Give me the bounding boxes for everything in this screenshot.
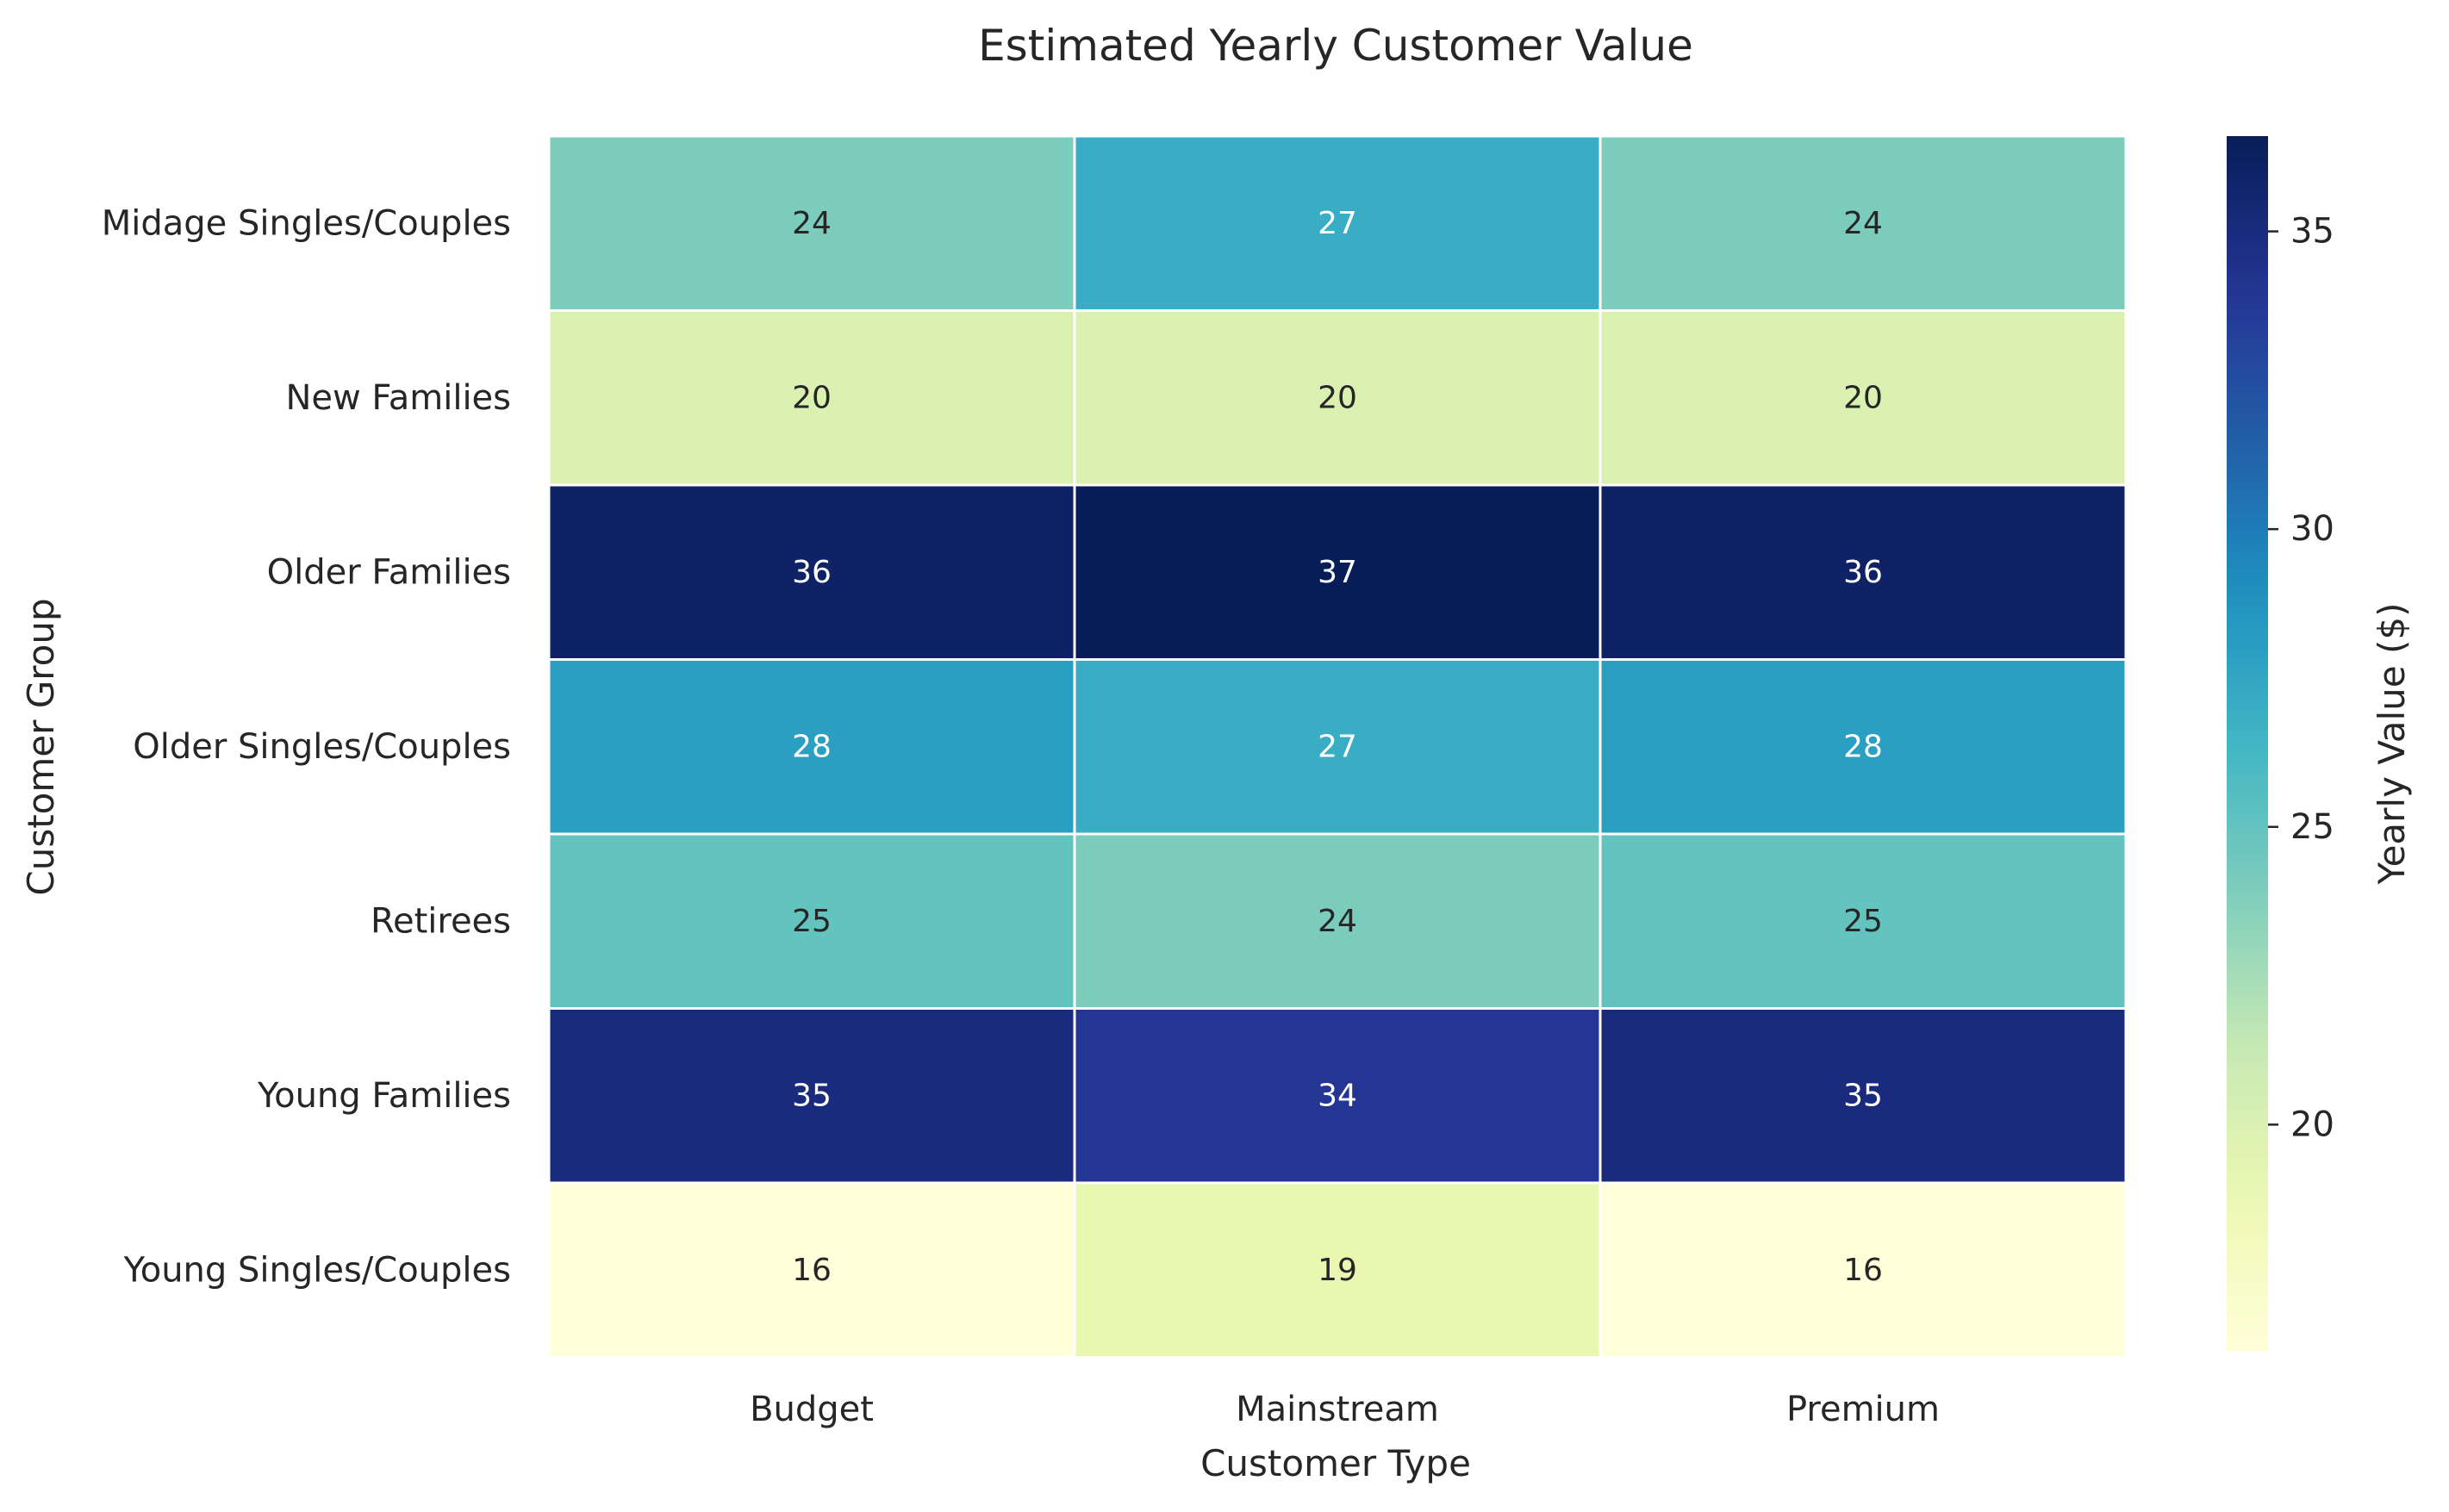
y-tick-label: Young Singles/Couples: [123, 1250, 511, 1290]
heatmap-cell-label: 35: [792, 1078, 832, 1113]
colorbar-tick-label: 30: [2290, 509, 2334, 549]
heatmap-cell-label: 37: [1318, 555, 1357, 590]
x-tick-label: Mainstream: [1236, 1390, 1439, 1429]
heatmap-cell: [547, 832, 1076, 1010]
heatmap-cell-label: 36: [792, 555, 832, 590]
heatmap-cell: [1598, 1007, 2128, 1185]
heatmap-cell: [1073, 483, 1602, 661]
heatmap-cells: [547, 134, 2128, 1359]
colorbar-label: Yearly Value ($): [2371, 603, 2413, 886]
colorbar: [2227, 136, 2268, 1351]
heatmap-cell-label: 16: [792, 1253, 832, 1288]
heatmap-cell: [1598, 1181, 2128, 1359]
x-tick-label: Budget: [750, 1390, 874, 1429]
heatmap-cell-label: 24: [792, 206, 832, 241]
colorbar-tick-label: 25: [2290, 807, 2334, 847]
x-tick-label: Premium: [1786, 1390, 1940, 1429]
x-axis-tick-labels: Budget Mainstream Premium: [750, 1390, 1940, 1429]
heatmap-cell-label: 24: [1843, 206, 1883, 241]
heatmap-cell: [547, 1181, 1076, 1359]
heatmap-cell: [547, 134, 1076, 312]
heatmap-cell: [1073, 134, 1602, 312]
heatmap-cell: [547, 309, 1076, 487]
heatmap-cell-label: 19: [1318, 1253, 1357, 1288]
heatmap-cell-label: 20: [1843, 380, 1883, 415]
y-axis-label: Customer Group: [20, 598, 62, 895]
heatmap-cell-label: 35: [1843, 1078, 1883, 1113]
heatmap-cell-label: 24: [1318, 904, 1357, 939]
heatmap-cell-label: 27: [1318, 729, 1357, 764]
heatmap-cell: [1598, 309, 2128, 487]
y-axis-tick-labels: Midage Singles/Couples New Families Older …: [102, 203, 511, 1290]
heatmap-cell-label: 25: [1843, 904, 1883, 939]
heatmap-cell: [1073, 832, 1602, 1010]
heatmap-cell: [1073, 1181, 1602, 1359]
heatmap-cell-label: 28: [792, 729, 832, 764]
heatmap-cell: [1598, 832, 2128, 1010]
heatmap-cell: [1073, 1007, 1602, 1185]
colorbar-ticks: 20 25 30 35: [2268, 212, 2334, 1144]
heatmap-cell: [1073, 309, 1602, 487]
heatmap-cell-label: 20: [1318, 380, 1357, 415]
heatmap-cell-label: 27: [1318, 206, 1357, 241]
colorbar-tick-label: 35: [2290, 212, 2334, 252]
y-tick-label: New Families: [285, 378, 511, 418]
heatmap-cell: [1598, 134, 2128, 312]
heatmap-cell-labels: 24 27 24 20 20 20 36 37 36 28 27 28 25 24 25 35 34 35 16 19…: [792, 206, 1883, 1288]
y-tick-label: Retirees: [371, 901, 511, 941]
y-tick-label: Young Families: [257, 1076, 511, 1116]
heatmap-cell: [1598, 658, 2128, 836]
heatmap-cell: [547, 1007, 1076, 1185]
heatmap-cell-label: 34: [1318, 1078, 1357, 1113]
y-tick-label: Midage Singles/Couples: [102, 203, 511, 243]
chart-title: Estimated Yearly Customer Value: [978, 21, 1693, 71]
heatmap-cell-label: 16: [1843, 1253, 1883, 1288]
heatmap-cell-label: 25: [792, 904, 832, 939]
y-tick-label: Older Families: [267, 552, 511, 592]
heatmap-cell-label: 28: [1843, 729, 1883, 764]
heatmap-cell-label: 36: [1843, 555, 1883, 590]
colorbar-tick-label: 20: [2290, 1104, 2334, 1144]
y-tick-label: Older Singles/Couples: [133, 727, 511, 767]
heatmap-cell-label: 20: [792, 380, 832, 415]
x-axis-label: Customer Type: [1200, 1442, 1471, 1484]
heatmap-cell: [547, 658, 1076, 836]
